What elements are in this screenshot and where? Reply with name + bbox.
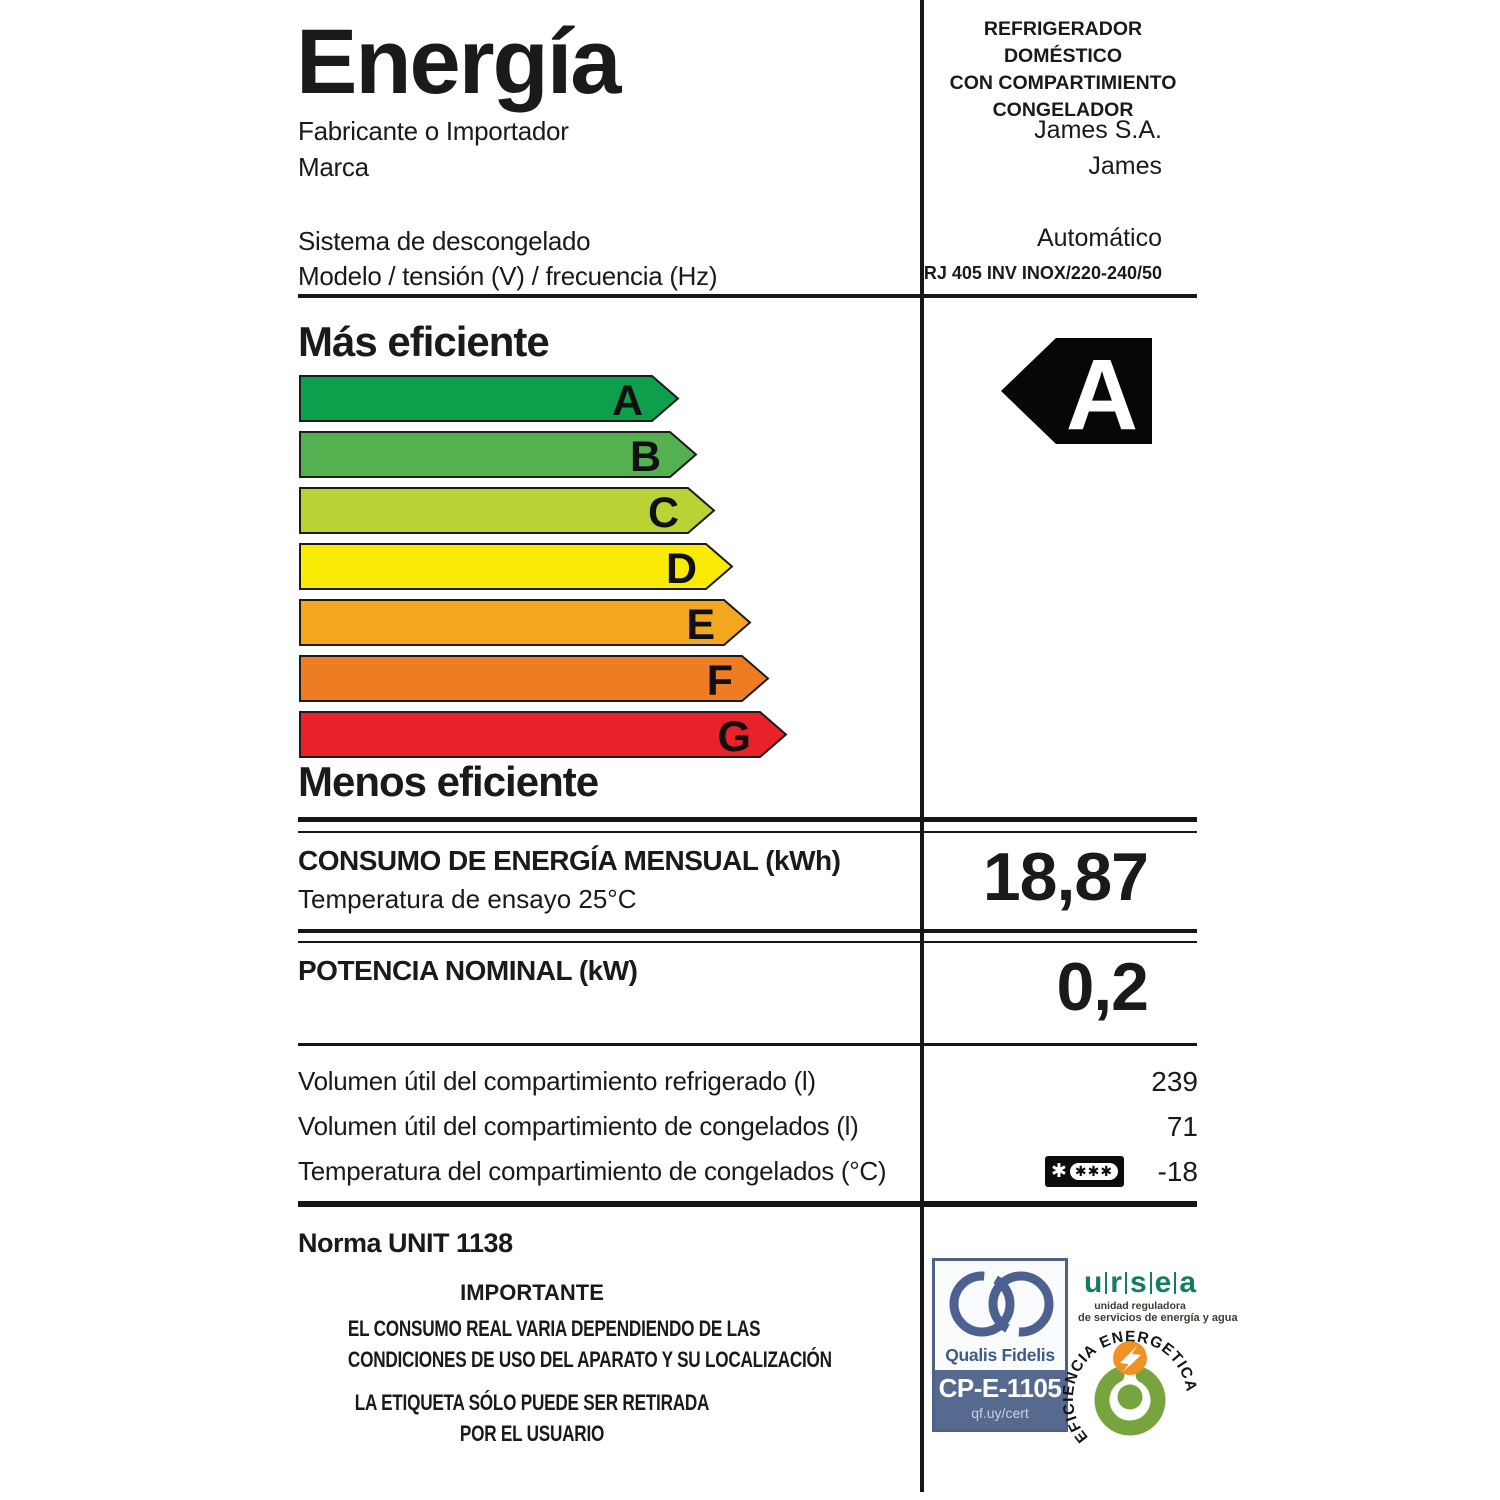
efficiency-bar-G: G bbox=[299, 711, 788, 759]
model-voltage-frequency-label: Modelo / tensión (V) / frecuencia (Hz) bbox=[298, 261, 718, 291]
efficiency-bar-letter-E: E bbox=[686, 601, 715, 647]
power-value: 0,2 bbox=[1056, 949, 1149, 1025]
freezer-temperature-label: Temperatura del compartimiento de congel… bbox=[298, 1156, 887, 1186]
qualis-circles-icon bbox=[949, 1271, 1054, 1337]
ursea-tagline-line1: unidad reguladora bbox=[1094, 1300, 1186, 1312]
product-type-line1: REFRIGERADOR DOMÉSTICO bbox=[983, 18, 1143, 67]
consumption-separator-line-thin bbox=[298, 941, 1197, 943]
scale-separator-line-thin bbox=[298, 831, 1197, 833]
manufacturer-value: James S.A. bbox=[1034, 116, 1162, 144]
less-efficient-heading: Menos eficiente bbox=[298, 758, 599, 805]
lightning-bolt-icon bbox=[1120, 1346, 1141, 1372]
notice-removal-line2: POR EL USUARIO bbox=[459, 1421, 605, 1446]
ursea-separator bbox=[1124, 1272, 1127, 1294]
page-title: Energía bbox=[296, 11, 621, 113]
freezer-temperature-value: -18 bbox=[1157, 1156, 1198, 1187]
efficiency-bar-letter-F: F bbox=[707, 657, 733, 703]
manufacturer-label: Fabricante o Importador bbox=[298, 116, 569, 146]
freezer-volume-value: 71 bbox=[1166, 1111, 1198, 1142]
efficiency-bar-F: F bbox=[299, 655, 770, 703]
consumption-condition: Temperatura de ensayo 25°C bbox=[298, 884, 637, 914]
efficiency-bar-letter-D: D bbox=[666, 545, 697, 591]
energy-efficiency-seal: EFICIENCIA ENERGETICA bbox=[1063, 1328, 1199, 1445]
notice-consumption-line2: CONDICIONES DE USO DEL APARATO Y SU LOCA… bbox=[347, 1347, 832, 1372]
energy-efficiency-head bbox=[1117, 1384, 1143, 1410]
freezer-star: ✱ bbox=[1050, 1161, 1067, 1182]
efficiency-bar-letter-B: B bbox=[630, 433, 661, 479]
efficiency-bar-C: C bbox=[299, 487, 716, 535]
standard-reference: Norma UNIT 1138 bbox=[298, 1228, 513, 1258]
more-efficient-heading: Más eficiente bbox=[298, 318, 550, 365]
important-title: IMPORTANTE bbox=[460, 1280, 604, 1305]
efficiency-bar-shape-A bbox=[299, 375, 680, 422]
ursea-separator bbox=[1149, 1272, 1152, 1294]
qualis-band: CP-E-1105 qf.uy/cert bbox=[935, 1370, 1065, 1429]
efficiency-bar-B: B bbox=[299, 431, 698, 479]
consumption-value: 18,87 bbox=[982, 839, 1149, 915]
efficiency-bar-E: E bbox=[299, 599, 752, 647]
qualis-fidelis-seal: Qualis Fidelis CP-E-1105 qf.uy/cert bbox=[932, 1258, 1068, 1432]
efficiency-bar-letter-G: G bbox=[718, 713, 751, 759]
ursea-separator bbox=[1174, 1272, 1177, 1294]
qualis-name: Qualis Fidelis bbox=[945, 1345, 1055, 1365]
efficiency-bar-A: A bbox=[299, 375, 680, 423]
freezer-stars-boxed: ✱✱✱ bbox=[1069, 1163, 1119, 1180]
power-label: POTENCIA NOMINAL (kW) bbox=[298, 955, 638, 986]
volumes-separator-line bbox=[298, 1201, 1197, 1207]
efficiency-bar-shape-B bbox=[299, 431, 698, 478]
defrost-system-label: Sistema de descongelado bbox=[298, 226, 591, 256]
scale-separator-line-thick bbox=[298, 817, 1197, 822]
notice-removal: LA ETIQUETA SÓLO PUEDE SER RETIRADA POR … bbox=[296, 1390, 768, 1447]
freezer-volume-label: Volumen útil del compartimiento de conge… bbox=[298, 1111, 859, 1141]
efficiency-bar-shape-F bbox=[299, 655, 770, 702]
product-type-line2: CON COMPARTIMIENTO bbox=[949, 72, 1177, 94]
consumption-separator-line-thick bbox=[298, 929, 1197, 933]
ursea-separator bbox=[1105, 1272, 1108, 1294]
efficiency-bar-D: D bbox=[299, 543, 734, 591]
ursea-tagline-line2: de servicios de energía y agua bbox=[1078, 1312, 1238, 1324]
efficiency-bar-shape-G bbox=[299, 711, 788, 758]
notice-consumption-line1: EL CONSUMO REAL VARIA DEPENDIENDO DE LAS bbox=[347, 1316, 761, 1341]
freezer-star-rating-icon: ✱ ✱✱✱ bbox=[1045, 1156, 1124, 1187]
efficiency-bar-shape-D bbox=[299, 543, 734, 590]
energy-efficiency-ring bbox=[1094, 1367, 1166, 1436]
rating-arrow-shape bbox=[1001, 338, 1152, 444]
efficiency-bar-shape-C bbox=[299, 487, 716, 534]
brand-label: Marca bbox=[298, 152, 369, 182]
header-separator-line bbox=[298, 294, 1197, 298]
refrigerated-volume-label: Volumen útil del compartimiento refriger… bbox=[298, 1066, 816, 1096]
efficiency-bar-letter-A: A bbox=[612, 377, 643, 423]
model-value: RJ 405 INV INOX/220-240/50 bbox=[923, 263, 1162, 283]
consumption-label: CONSUMO DE ENERGÍA MENSUAL (kWh) bbox=[298, 845, 841, 876]
qualis-cert-url: qf.uy/cert bbox=[971, 1405, 1029, 1421]
notice-consumption: EL CONSUMO REAL VARIA DEPENDIENDO DE LAS… bbox=[296, 1316, 832, 1373]
refrigerated-volume-value: 239 bbox=[1151, 1066, 1198, 1097]
efficiency-bar-letter-C: C bbox=[648, 489, 679, 535]
rating-arrow: A bbox=[1001, 338, 1152, 445]
efficiency-bar-shape-E bbox=[299, 599, 752, 646]
product-type: REFRIGERADOR DOMÉSTICO CON COMPARTIMIENT… bbox=[928, 16, 1198, 124]
column-divider bbox=[920, 0, 924, 1492]
product-type-line3: CONGELADOR bbox=[992, 99, 1134, 121]
rating-letter: A bbox=[1066, 339, 1138, 445]
notice-removal-line1: LA ETIQUETA SÓLO PUEDE SER RETIRADA bbox=[354, 1390, 710, 1415]
qualis-certificate-code: CP-E-1105 bbox=[938, 1373, 1062, 1403]
power-separator-line bbox=[298, 1043, 1197, 1046]
brand-value: James bbox=[1088, 152, 1162, 180]
defrost-system-value: Automático bbox=[1036, 224, 1162, 252]
